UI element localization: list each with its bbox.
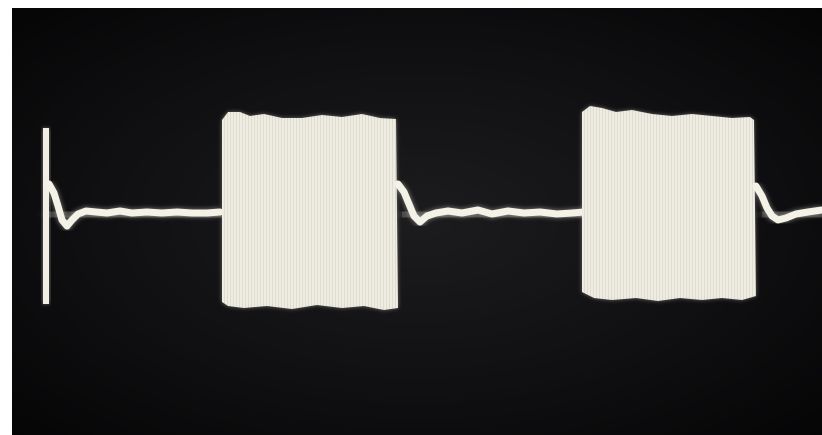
oscilloscope-screen [12,8,822,435]
burst-block-1 [222,112,398,310]
burst-block-2 [582,106,756,301]
trace-svg [42,106,822,310]
